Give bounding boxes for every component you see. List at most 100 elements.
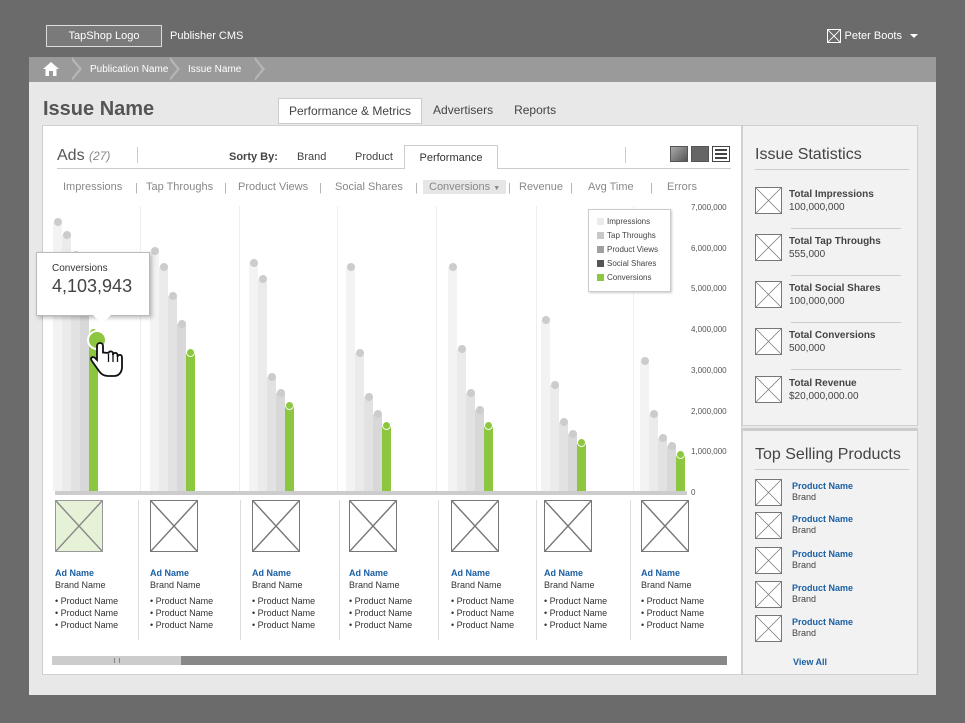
chart-bar-tap-throughs[interactable] — [355, 352, 364, 491]
metric-social-shares[interactable]: Social Shares — [335, 181, 403, 193]
sort-brand[interactable]: Brand — [297, 151, 327, 163]
chart-bar-tap-throughs[interactable] — [649, 413, 658, 491]
chart-bar-impressions[interactable] — [249, 263, 258, 491]
user-menu[interactable]: Peter Boots — [826, 29, 918, 43]
chart-bar-tap-throughs[interactable] — [159, 267, 168, 491]
ad-card[interactable]: Ad Name Brand Name • Product Name • Product… — [544, 500, 642, 640]
ad-thumbnail[interactable] — [451, 500, 499, 552]
product-name-link[interactable]: Product Name — [792, 583, 854, 593]
chart-point[interactable] — [159, 263, 168, 272]
chart-point[interactable] — [484, 421, 493, 431]
tab-reports[interactable]: Reports — [514, 103, 557, 117]
chart-bar-conversions[interactable] — [676, 454, 685, 491]
top-product-row[interactable]: Product Name Brand — [755, 479, 901, 509]
sort-product[interactable]: Product — [355, 151, 393, 163]
ad-thumbnail[interactable] — [252, 500, 300, 552]
home-icon[interactable] — [42, 60, 60, 85]
product-name-link[interactable]: Product Name — [792, 514, 854, 524]
metric-product-views[interactable]: Product Views — [238, 181, 309, 193]
chart-point[interactable] — [249, 259, 258, 267]
ad-name-link[interactable]: Ad Name — [252, 568, 292, 578]
top-product-row[interactable]: Product Name Brand — [755, 547, 901, 577]
ad-name-link[interactable]: Ad Name — [349, 568, 389, 578]
chart-point[interactable] — [267, 373, 276, 381]
chart-bar-impressions[interactable] — [150, 250, 159, 491]
chart-bar-conversions[interactable] — [484, 425, 493, 491]
chart-point[interactable] — [550, 381, 559, 390]
chart-point[interactable] — [457, 344, 466, 353]
chart-point[interactable] — [186, 348, 195, 358]
chart-point[interactable] — [568, 430, 577, 438]
ad-thumbnail[interactable] — [150, 500, 198, 552]
product-name-link[interactable]: Product Name — [792, 481, 854, 491]
chart-point[interactable] — [649, 409, 658, 418]
chart-point[interactable] — [640, 356, 649, 365]
chart-bar-conversions[interactable] — [89, 332, 98, 491]
chart-point[interactable] — [577, 437, 586, 447]
ad-thumbnail[interactable] — [55, 500, 103, 552]
chart-bar-tap-throughs[interactable] — [457, 348, 466, 491]
metric-impressions[interactable]: Impressions — [63, 181, 123, 193]
legend-item[interactable]: Conversions — [597, 270, 662, 284]
chart-point[interactable] — [168, 291, 177, 300]
chart-bar-product-views[interactable] — [559, 421, 568, 491]
chart-point[interactable] — [355, 348, 364, 357]
legend-item[interactable]: Product Views — [597, 242, 662, 256]
chart-point[interactable] — [276, 389, 285, 398]
chart-bar-social-shares[interactable] — [80, 287, 89, 491]
chart-point[interactable] — [150, 246, 159, 255]
chart-point[interactable] — [373, 409, 382, 418]
chart-point[interactable] — [475, 405, 484, 414]
chart-bar-product-views[interactable] — [168, 295, 177, 491]
chart-point[interactable] — [667, 442, 676, 451]
breadcrumb-item-issue[interactable]: Issue Name — [188, 64, 242, 75]
chart-point[interactable] — [62, 230, 71, 239]
list-view-icon[interactable] — [712, 146, 730, 162]
ad-thumbnail[interactable] — [544, 500, 592, 552]
tab-advertisers[interactable]: Advertisers — [433, 103, 494, 117]
chart-point[interactable] — [53, 218, 62, 227]
product-name-link[interactable]: Product Name — [792, 617, 854, 627]
legend-item[interactable]: Tap Throughs — [597, 228, 662, 242]
chart-bar-tap-throughs[interactable] — [258, 279, 267, 491]
chart-point[interactable] — [466, 389, 475, 398]
chevron-down-icon[interactable] — [910, 34, 918, 38]
ad-name-link[interactable]: Ad Name — [641, 568, 681, 578]
chart-bar-impressions[interactable] — [53, 222, 62, 491]
scrollbar-thumb[interactable] — [52, 656, 181, 665]
chart-bar-social-shares[interactable] — [667, 446, 676, 491]
ad-card[interactable]: Ad Name Brand Name • Product Name • Product… — [55, 500, 153, 640]
legend-item[interactable]: Social Shares — [597, 256, 662, 270]
ad-card[interactable]: Ad Name Brand Name • Product Name • Product… — [451, 500, 549, 640]
tab-performance-metrics[interactable]: Performance & Metrics — [278, 98, 423, 124]
chart-point[interactable] — [541, 316, 550, 324]
grid-view-icon[interactable] — [691, 146, 709, 162]
chart-bar-product-views[interactable] — [364, 397, 373, 491]
chart-bar-social-shares[interactable] — [568, 434, 577, 491]
chart-bar-product-views[interactable] — [466, 393, 475, 491]
chart-point[interactable] — [382, 421, 391, 431]
metric-conversions[interactable]: Conversions ▼ — [423, 180, 507, 194]
logo[interactable]: TapShop Logo — [46, 25, 162, 47]
chart-bar-social-shares[interactable] — [373, 413, 382, 491]
metric-errors[interactable]: Errors — [667, 181, 697, 193]
top-product-row[interactable]: Product Name Brand — [755, 615, 901, 645]
ad-card[interactable]: Ad Name Brand Name • Product Name • Product… — [150, 500, 248, 640]
chart-bar-social-shares[interactable] — [475, 409, 484, 491]
chart-bar-social-shares[interactable] — [177, 324, 186, 491]
metric-avg-time[interactable]: Avg Time — [588, 181, 634, 193]
chart-bar-impressions[interactable] — [448, 267, 457, 491]
chart-point[interactable] — [177, 320, 186, 329]
ad-thumbnail[interactable] — [349, 500, 397, 552]
chart-bar-tap-throughs[interactable] — [62, 234, 71, 491]
chart-bar-tap-throughs[interactable] — [550, 385, 559, 491]
metric-tap-throughs[interactable]: Tap Throughs — [146, 181, 214, 193]
ad-thumbnail[interactable] — [641, 500, 689, 552]
chart-point[interactable] — [346, 263, 355, 272]
ad-card[interactable]: Ad Name Brand Name • Product Name • Product… — [252, 500, 350, 640]
chart-bar-product-views[interactable] — [658, 438, 667, 491]
chart-point[interactable] — [559, 417, 568, 426]
ad-card[interactable]: Ad Name Brand Name • Product Name • Product… — [349, 500, 447, 640]
chart-bar-conversions[interactable] — [186, 352, 195, 491]
view-all-link[interactable]: View All — [793, 657, 828, 667]
